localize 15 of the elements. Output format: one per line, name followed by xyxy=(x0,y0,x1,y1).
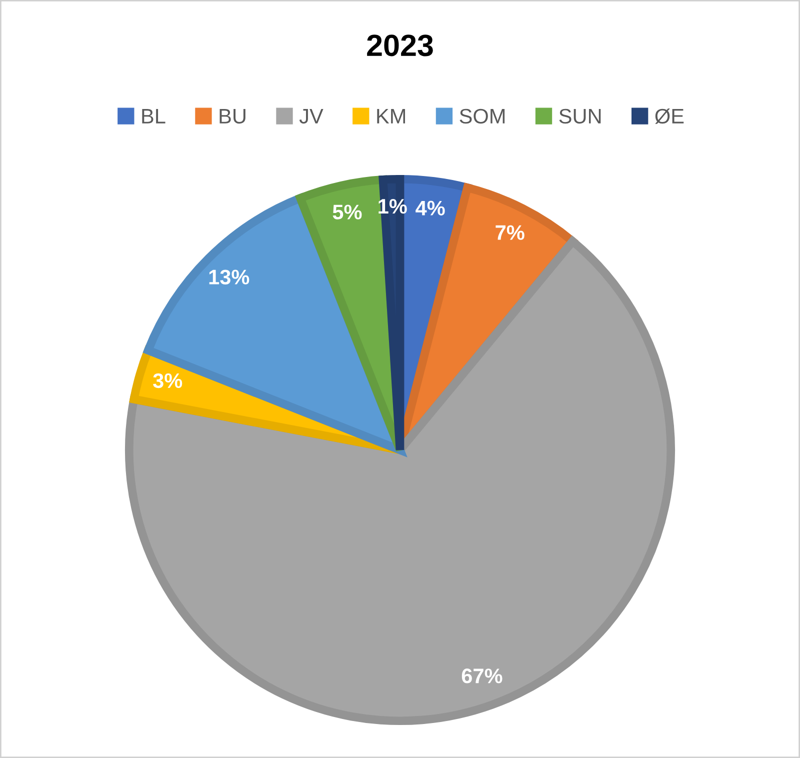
chart-title: 2023 xyxy=(367,34,433,56)
legend-label: SUN xyxy=(559,108,601,124)
data-label: 67% xyxy=(462,668,502,684)
legend-label: ØE xyxy=(655,108,684,124)
data-label: 7% xyxy=(496,225,524,240)
data-label: 1% xyxy=(378,199,407,214)
legend-label: SOM xyxy=(460,108,505,124)
legend-label: BU xyxy=(220,109,246,124)
data-label: 4% xyxy=(416,200,445,216)
legend-label: JV xyxy=(299,109,324,124)
data-label: 3% xyxy=(153,373,182,388)
data-label: 5% xyxy=(332,204,362,220)
data-label: 13% xyxy=(209,270,250,284)
legend-label: KM xyxy=(377,109,406,124)
legend-label: BL xyxy=(142,109,166,124)
